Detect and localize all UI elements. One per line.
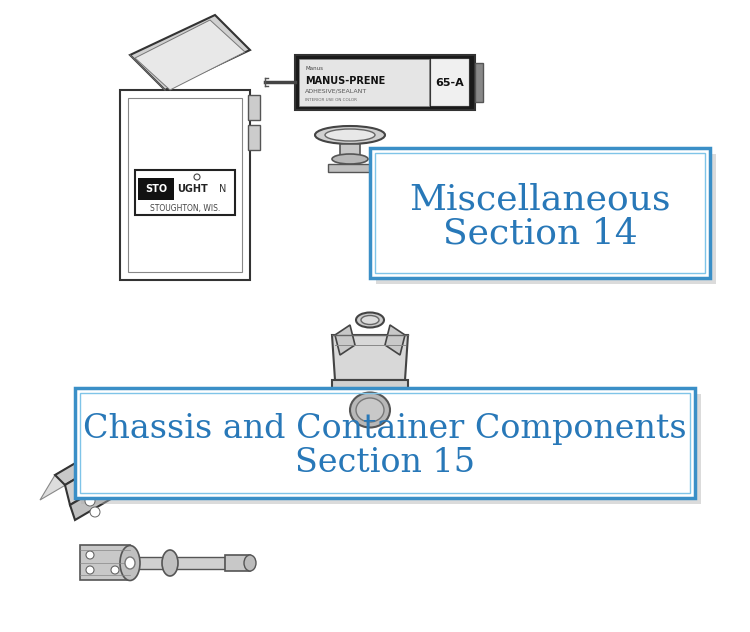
Ellipse shape (356, 398, 384, 422)
Bar (340, 144, 360, 159)
Polygon shape (65, 400, 215, 505)
Circle shape (146, 426, 154, 434)
Bar (225, 555, 250, 571)
Ellipse shape (350, 392, 390, 427)
Ellipse shape (355, 463, 385, 478)
Bar (75, 388, 695, 498)
Bar (135, 170, 235, 215)
Bar (376, 154, 716, 284)
Circle shape (111, 566, 119, 574)
Text: Manus: Manus (305, 66, 323, 71)
Polygon shape (40, 390, 200, 500)
Bar (128, 98, 242, 272)
Ellipse shape (120, 545, 140, 581)
Circle shape (155, 448, 165, 458)
Text: UGHT: UGHT (178, 184, 209, 194)
Circle shape (86, 551, 94, 559)
Text: ADHESIVE/SEALANT: ADHESIVE/SEALANT (305, 88, 368, 94)
Bar (475, 63, 483, 102)
Circle shape (195, 435, 205, 445)
Bar (81, 394, 701, 504)
Text: Section 14: Section 14 (442, 216, 638, 250)
Bar (352, 445, 388, 465)
Polygon shape (55, 390, 210, 485)
Circle shape (120, 472, 130, 482)
Bar (138, 178, 174, 200)
Polygon shape (332, 335, 408, 380)
Circle shape (85, 496, 95, 506)
Bar (80, 545, 130, 580)
Text: Miscellaneous: Miscellaneous (410, 182, 670, 216)
Ellipse shape (315, 126, 385, 144)
Circle shape (160, 459, 170, 469)
Polygon shape (130, 15, 250, 90)
Polygon shape (70, 420, 220, 520)
Ellipse shape (244, 555, 256, 571)
Bar (370, 148, 710, 278)
Polygon shape (135, 20, 245, 90)
Bar (295, 55, 475, 110)
Circle shape (111, 450, 119, 458)
Text: STOUGHTON, WIS.: STOUGHTON, WIS. (150, 204, 220, 212)
Ellipse shape (332, 154, 368, 164)
Circle shape (150, 437, 160, 447)
Bar (80, 393, 690, 493)
Circle shape (80, 485, 90, 495)
Circle shape (76, 474, 84, 482)
Bar (248, 125, 260, 150)
Bar (431, 59, 469, 106)
Ellipse shape (361, 315, 379, 324)
Text: Chassis and Container Components: Chassis and Container Components (83, 413, 687, 445)
Ellipse shape (125, 557, 135, 569)
Circle shape (84, 479, 92, 487)
Circle shape (115, 461, 125, 471)
Circle shape (90, 507, 100, 517)
Circle shape (86, 566, 94, 574)
Text: 65-A: 65-A (436, 78, 464, 88)
Bar (375, 153, 705, 273)
Bar (248, 95, 260, 120)
Circle shape (125, 483, 135, 493)
Circle shape (190, 424, 200, 434)
Text: MANUS-PRENE: MANUS-PRENE (305, 76, 386, 86)
Ellipse shape (325, 129, 375, 141)
Ellipse shape (356, 312, 384, 327)
Circle shape (119, 455, 127, 463)
Circle shape (185, 413, 195, 423)
Polygon shape (385, 325, 405, 355)
Bar (332, 380, 408, 445)
Text: Section 15: Section 15 (295, 447, 475, 479)
Bar (120, 90, 250, 280)
Text: N: N (219, 184, 226, 194)
Bar (328, 164, 372, 172)
Ellipse shape (162, 550, 178, 576)
Bar (130, 557, 225, 569)
Circle shape (154, 431, 162, 439)
Polygon shape (335, 325, 355, 355)
Text: STO: STO (145, 184, 167, 194)
Text: INTERIOR USE ON COLOR: INTERIOR USE ON COLOR (305, 98, 357, 102)
Bar (299, 59, 429, 106)
